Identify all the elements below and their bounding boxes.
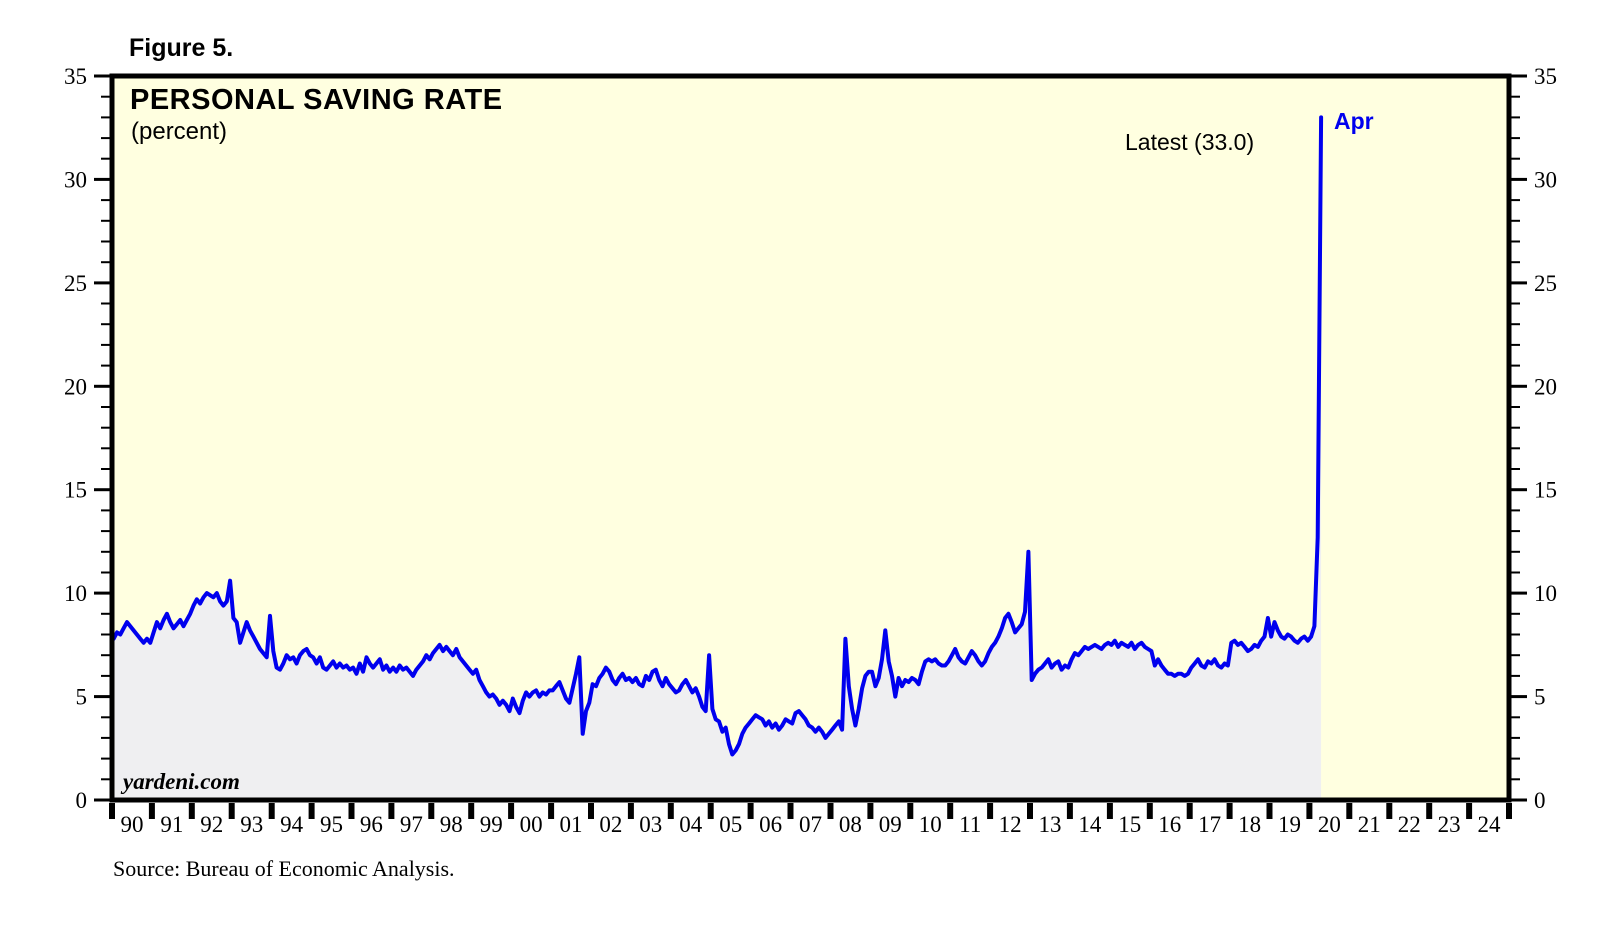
- x-axis-year-label-95: 95: [320, 812, 343, 837]
- y-axis-label-right-30: 30: [1534, 167, 1557, 192]
- latest-month-annotation: Apr: [1334, 108, 1374, 134]
- x-axis-year-label-21: 21: [1358, 812, 1381, 837]
- y-axis-label-right-0: 0: [1534, 788, 1546, 813]
- x-axis-year-label-00: 00: [520, 812, 543, 837]
- chart-title: PERSONAL SAVING RATE: [130, 84, 503, 116]
- y-axis-label-right-25: 25: [1534, 271, 1557, 296]
- x-axis-year-label-11: 11: [959, 812, 981, 837]
- x-axis-year-label-09: 09: [879, 812, 902, 837]
- x-axis-year-label-15: 15: [1118, 812, 1141, 837]
- x-axis-year-label-03: 03: [639, 812, 662, 837]
- x-axis-year-label-10: 10: [919, 812, 942, 837]
- x-axis-year-label-20: 20: [1318, 812, 1341, 837]
- chart-subtitle: (percent): [131, 118, 228, 145]
- x-axis-year-label-02: 02: [599, 812, 622, 837]
- x-axis-year-label-13: 13: [1039, 812, 1062, 837]
- x-axis-year-label-04: 04: [679, 812, 703, 837]
- x-axis-year-label-23: 23: [1438, 812, 1461, 837]
- latest-value-annotation: Latest (33.0): [1125, 129, 1255, 155]
- y-axis-label-right-5: 5: [1534, 685, 1546, 710]
- source-attribution: Source: Bureau of Economic Analysis.: [113, 856, 455, 881]
- figure-number-label: Figure 5.: [129, 34, 234, 62]
- x-axis-year-label-07: 07: [799, 812, 822, 837]
- y-axis-label-left-10: 10: [64, 581, 87, 606]
- y-axis-label-right-35: 35: [1534, 64, 1557, 89]
- x-axis-year-label-06: 06: [759, 812, 782, 837]
- x-axis-year-label-94: 94: [280, 812, 304, 837]
- y-axis-label-right-20: 20: [1534, 374, 1557, 399]
- x-axis-year-label-90: 90: [121, 812, 144, 837]
- x-axis-year-label-98: 98: [440, 812, 463, 837]
- x-axis-year-label-16: 16: [1158, 812, 1181, 837]
- x-axis-year-label-91: 91: [160, 812, 183, 837]
- x-axis-year-label-05: 05: [719, 812, 742, 837]
- y-axis-label-left-30: 30: [64, 167, 87, 192]
- y-axis-label-left-0: 0: [76, 788, 88, 813]
- x-axis-year-label-08: 08: [839, 812, 862, 837]
- x-axis-year-label-12: 12: [999, 812, 1022, 837]
- x-axis-year-label-97: 97: [400, 812, 423, 837]
- x-axis-year-label-19: 19: [1278, 812, 1301, 837]
- x-axis-year-label-92: 92: [200, 812, 223, 837]
- y-axis-label-right-15: 15: [1534, 478, 1557, 503]
- x-axis-year-label-99: 99: [480, 812, 503, 837]
- x-axis-year-label-96: 96: [360, 812, 383, 837]
- x-axis-year-label-22: 22: [1398, 812, 1421, 837]
- y-axis-label-left-20: 20: [64, 374, 87, 399]
- x-axis-year-label-17: 17: [1198, 812, 1221, 837]
- plot-border: [109, 73, 1512, 803]
- y-axis-label-left-25: 25: [64, 271, 87, 296]
- y-axis-label-left-5: 5: [76, 685, 88, 710]
- x-axis-year-label-24: 24: [1478, 812, 1502, 837]
- y-axis-label-right-10: 10: [1534, 581, 1557, 606]
- x-axis-year-label-18: 18: [1238, 812, 1261, 837]
- yardeni-watermark: yardeni.com: [123, 769, 240, 794]
- saving-rate-line: [111, 115, 1324, 757]
- x-axis-year-label-14: 14: [1078, 812, 1102, 837]
- y-axis-label-left-15: 15: [64, 478, 87, 503]
- x-axis-year-label-01: 01: [560, 812, 583, 837]
- y-axis-label-left-35: 35: [64, 64, 87, 89]
- x-axis-year-label-93: 93: [240, 812, 263, 837]
